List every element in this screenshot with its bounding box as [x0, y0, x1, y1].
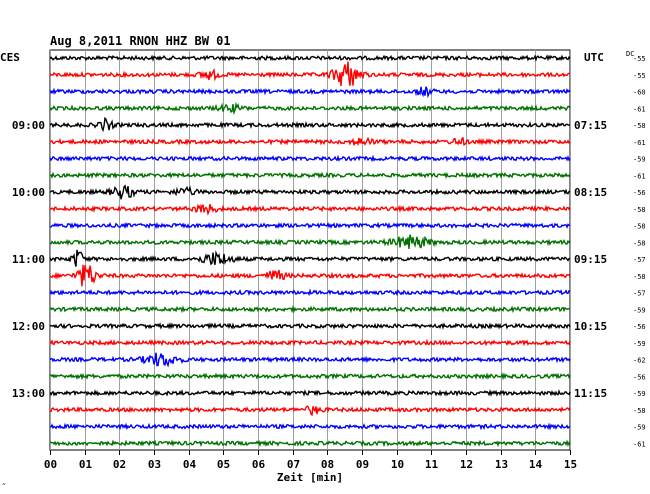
dc-offset-label: -58: [633, 239, 646, 247]
x-tick-label: 14: [529, 458, 543, 471]
seismic-trace-row: [49, 101, 571, 116]
left-time-label: 12:00: [12, 320, 45, 333]
seismic-trace-row: [49, 249, 571, 267]
seismic-trace-row: [49, 171, 571, 180]
x-tick-label: 15: [564, 458, 577, 471]
dc-offset-label: -59: [633, 424, 646, 432]
seismic-trace-row: [49, 61, 570, 87]
dc-offset-label: -57: [633, 256, 646, 264]
dc-header: DC: [626, 50, 634, 58]
dc-offset-label: -60: [633, 89, 646, 97]
x-tick-label: 06: [252, 458, 266, 471]
x-tick-label: 12: [460, 458, 473, 471]
x-axis-label: Zeit [min]: [277, 471, 343, 484]
right-time-label: 07:15: [574, 119, 607, 132]
dc-offset-label: -56: [633, 323, 646, 331]
seismic-trace-row: [49, 54, 571, 62]
left-time-label: 10:00: [12, 186, 45, 199]
seismic-trace-row: [49, 288, 571, 297]
x-tick-label: 09: [356, 458, 369, 471]
left-axis-label: CES: [0, 51, 20, 64]
dc-offset-label: -59: [633, 390, 646, 398]
x-tick-label: 07: [287, 458, 300, 471]
seismic-trace-row: [49, 184, 571, 200]
plot-frame: [49, 49, 571, 451]
left-time-label: 11:00: [12, 253, 45, 266]
seismic-trace-row: [49, 389, 571, 397]
dc-offset-label: -56: [633, 189, 646, 197]
footer-mark: ^: [2, 483, 6, 490]
seismic-trace-row: [49, 86, 571, 99]
x-tick-label: 05: [217, 458, 230, 471]
dc-offset-label: -58: [633, 206, 646, 214]
right-time-label: 11:15: [574, 387, 607, 400]
seismic-trace-row: [49, 234, 571, 250]
seismic-trace-row: [49, 154, 571, 163]
dc-offset-label: -61: [633, 172, 646, 180]
left-time-label: 13:00: [12, 387, 45, 400]
seismic-trace-row: [49, 116, 571, 133]
seismic-trace-row: [49, 203, 571, 216]
right-time-label: 10:15: [574, 320, 607, 333]
seismic-trace-row: [49, 352, 571, 368]
dc-offset-label: -58: [633, 407, 646, 415]
dc-offset-label: -61: [633, 139, 646, 147]
right-axis-label: UTC: [584, 51, 604, 64]
x-tick-label: 02: [113, 458, 126, 471]
seismic-trace-row: [49, 322, 571, 330]
dc-offset-label: -57: [633, 290, 646, 298]
seismic-trace-row: [49, 264, 571, 287]
right-time-label: 08:15: [574, 186, 607, 199]
seismic-trace-row: [49, 422, 571, 431]
dc-offset-label: -59: [633, 306, 646, 314]
dc-offset-label: -62: [633, 357, 646, 365]
x-tick-label: 10: [391, 458, 404, 471]
dc-offset-label: -58: [633, 223, 646, 231]
dc-offset-label: -56: [633, 373, 646, 381]
left-time-label: 09:00: [12, 119, 45, 132]
dc-offset-label: -58: [633, 273, 646, 281]
x-tick-label: 01: [79, 458, 93, 471]
x-tick-label: 13: [495, 458, 508, 471]
x-tick-label: 08: [321, 458, 334, 471]
dc-offset-label: -55: [633, 72, 646, 80]
chart-title: Aug 8,2011 RNON HHZ BW 01: [50, 34, 231, 48]
seismic-trace-row: [49, 304, 571, 314]
seismic-trace-row: [50, 221, 571, 230]
dc-offset-label: -55: [633, 55, 646, 63]
dc-offset-label: -59: [633, 156, 646, 164]
seismic-trace-row: [49, 136, 571, 147]
dc-offset-label: -59: [633, 340, 646, 348]
dc-offset-label: -61: [633, 440, 646, 448]
x-tick-label: 04: [183, 458, 197, 471]
x-tick-label: 11: [425, 458, 439, 471]
seismic-trace-row: [49, 372, 571, 381]
seismic-trace-row: [49, 405, 571, 417]
seismic-trace-row: [49, 338, 571, 347]
x-tick-label: 00: [44, 458, 57, 471]
x-tick-label: 03: [148, 458, 161, 471]
seismic-trace-row: [49, 439, 571, 448]
dc-offset-label: -58: [633, 122, 646, 130]
right-time-label: 09:15: [574, 253, 607, 266]
dc-offset-label: -61: [633, 105, 646, 113]
